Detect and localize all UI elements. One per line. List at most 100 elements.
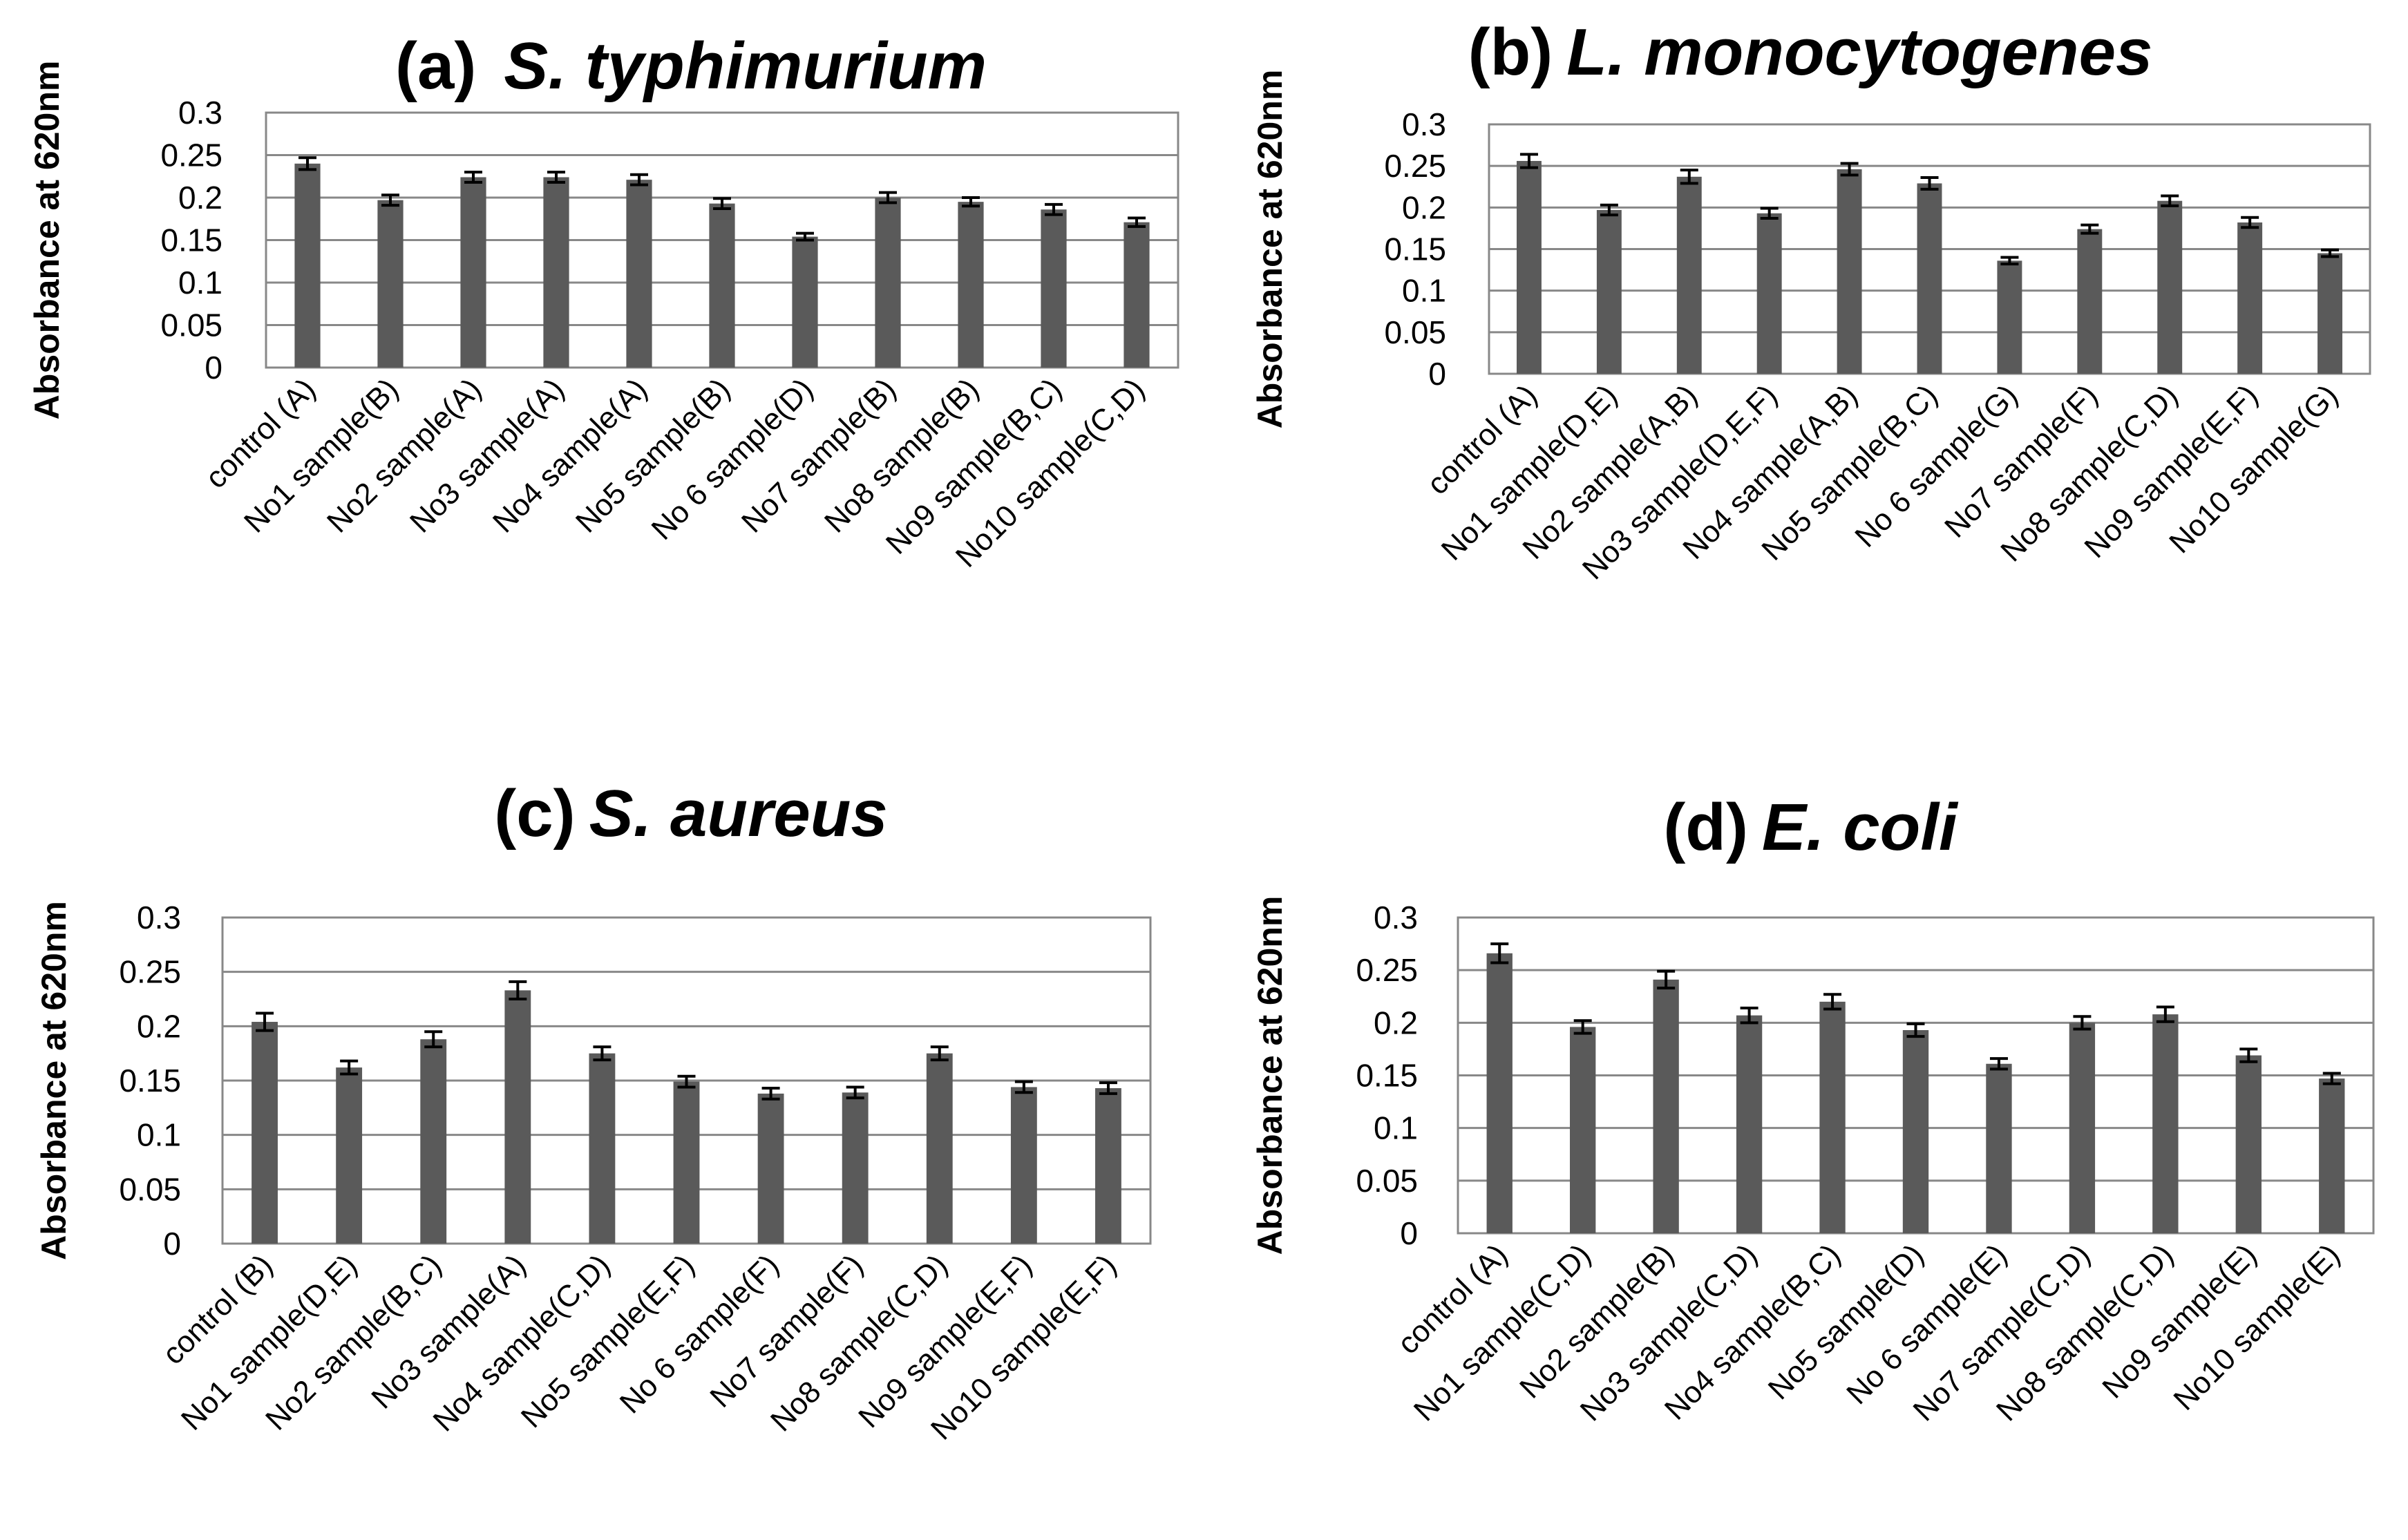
ytick-label-c-2: 0.1 <box>137 1117 181 1153</box>
error-bar-c-3 <box>509 980 527 1000</box>
ytick-label-c-6: 0.3 <box>137 900 181 935</box>
bar-c-0 <box>252 1022 278 1244</box>
panel-species-c: S. aureus <box>589 777 888 850</box>
bar-a-1 <box>377 200 404 368</box>
error-bar-d-2 <box>1657 969 1676 990</box>
bar-d-3 <box>1736 1015 1763 1233</box>
error-bar-c-0 <box>256 1011 274 1032</box>
error-bar-a-9 <box>1045 202 1063 216</box>
error-bar-c-4 <box>593 1045 612 1062</box>
error-bar-c-10 <box>1099 1081 1117 1095</box>
ytick-label-c-1: 0.05 <box>119 1171 181 1207</box>
error-bar-b-8 <box>2161 194 2179 207</box>
error-bar-d-10 <box>2322 1072 2341 1085</box>
bar-c-10 <box>1095 1088 1121 1244</box>
bar-b-8 <box>2157 200 2183 374</box>
error-bar-d-3 <box>1740 1007 1758 1025</box>
error-bar-b-5 <box>1920 176 1939 191</box>
ytick-label-b-3: 0.15 <box>1384 231 1446 267</box>
error-bar-c-6 <box>761 1087 780 1101</box>
bar-a-8 <box>958 202 984 368</box>
bar-d-10 <box>2319 1078 2345 1233</box>
bar-a-0 <box>294 163 321 368</box>
error-bar-d-4 <box>1823 993 1842 1011</box>
ytick-label-d-0: 0 <box>1400 1215 1418 1251</box>
error-bar-a-5 <box>713 197 731 210</box>
error-bar-a-6 <box>796 231 814 242</box>
ytick-label-d-4: 0.2 <box>1374 1005 1418 1040</box>
error-bar-d-9 <box>2239 1047 2258 1063</box>
bar-a-10 <box>1124 222 1150 368</box>
ytick-label-d-5: 0.25 <box>1356 952 1418 988</box>
bar-c-9 <box>1010 1087 1037 1244</box>
bar-c-6 <box>757 1093 784 1244</box>
ytick-label-b-2: 0.1 <box>1402 273 1446 309</box>
panel-title-d: (d) E. coli <box>1663 790 1959 864</box>
bar-a-6 <box>792 236 818 368</box>
panel-prefix-c: (c) <box>494 777 575 850</box>
error-bar-a-7 <box>879 191 897 205</box>
error-bar-c-8 <box>930 1045 949 1062</box>
ytick-label-c-0: 0 <box>163 1226 181 1262</box>
error-bar-b-7 <box>2080 223 2099 235</box>
ylabel-c: Absorbance at 620nm <box>35 901 73 1260</box>
ytick-label-c-4: 0.2 <box>137 1008 181 1044</box>
panel-title-a: (a) S. typhimurium <box>395 29 987 103</box>
bar-a-5 <box>709 203 735 368</box>
bar-a-4 <box>626 180 652 368</box>
bar-b-9 <box>2237 222 2263 374</box>
panel-species-d: E. coli <box>1762 790 1959 864</box>
bar-d-5 <box>1902 1029 1929 1233</box>
bar-c-3 <box>504 990 531 1244</box>
bar-b-7 <box>2077 229 2103 374</box>
ytick-label-b-6: 0.3 <box>1402 106 1446 142</box>
error-bar-a-1 <box>381 193 399 207</box>
error-bar-b-9 <box>2241 216 2259 229</box>
ytick-label-a-6: 0.3 <box>178 95 222 131</box>
bar-b-6 <box>1997 260 2022 374</box>
error-bar-c-1 <box>340 1059 359 1076</box>
panel-prefix-d: (d) <box>1663 790 1748 864</box>
bar-d-7 <box>2069 1023 2096 1233</box>
bar-c-4 <box>589 1053 616 1244</box>
ylabel-b: Absorbance at 620nm <box>1251 70 1289 429</box>
ytick-label-b-1: 0.05 <box>1384 314 1446 350</box>
bar-d-0 <box>1486 953 1513 1233</box>
error-bar-a-2 <box>464 171 482 184</box>
ylabel-d: Absorbance at 620nm <box>1251 896 1289 1255</box>
bar-a-3 <box>543 177 569 368</box>
error-bar-d-6 <box>1989 1057 2008 1071</box>
bar-a-9 <box>1041 209 1067 368</box>
panel-title-b: (b) L. monocytogenes <box>1468 15 2153 89</box>
bar-b-0 <box>1516 160 1542 374</box>
error-bar-d-1 <box>1573 1019 1592 1035</box>
bar-d-4 <box>1819 1001 1846 1233</box>
bar-d-1 <box>1570 1027 1596 1233</box>
ytick-label-d-3: 0.15 <box>1356 1058 1418 1094</box>
error-bar-d-7 <box>2073 1015 2092 1031</box>
error-bar-a-0 <box>298 156 316 171</box>
error-bar-c-2 <box>424 1030 443 1049</box>
ytick-label-a-0: 0 <box>205 350 222 386</box>
bar-c-1 <box>336 1067 363 1244</box>
panel-title-c: (c) S. aureus <box>494 777 888 850</box>
error-bar-b-2 <box>1680 169 1698 185</box>
ytick-label-c-5: 0.25 <box>119 954 181 990</box>
error-bar-d-0 <box>1490 942 1509 964</box>
error-bar-b-10 <box>2321 248 2340 258</box>
bar-b-5 <box>1917 183 1942 374</box>
panel-species-a: S. typhimurium <box>504 29 987 103</box>
ytick-label-a-3: 0.15 <box>160 222 222 258</box>
panel-prefix-a: (a) <box>395 29 476 103</box>
ytick-label-b-0: 0 <box>1428 356 1446 392</box>
error-bar-b-0 <box>1519 153 1538 169</box>
bar-a-2 <box>460 177 486 368</box>
bar-b-1 <box>1596 209 1622 374</box>
ytick-label-b-4: 0.2 <box>1402 189 1446 225</box>
bar-c-8 <box>926 1053 953 1244</box>
error-bar-b-4 <box>1840 162 1859 177</box>
bar-c-2 <box>420 1039 447 1244</box>
bar-b-10 <box>2317 253 2343 374</box>
error-bar-a-4 <box>630 173 648 187</box>
